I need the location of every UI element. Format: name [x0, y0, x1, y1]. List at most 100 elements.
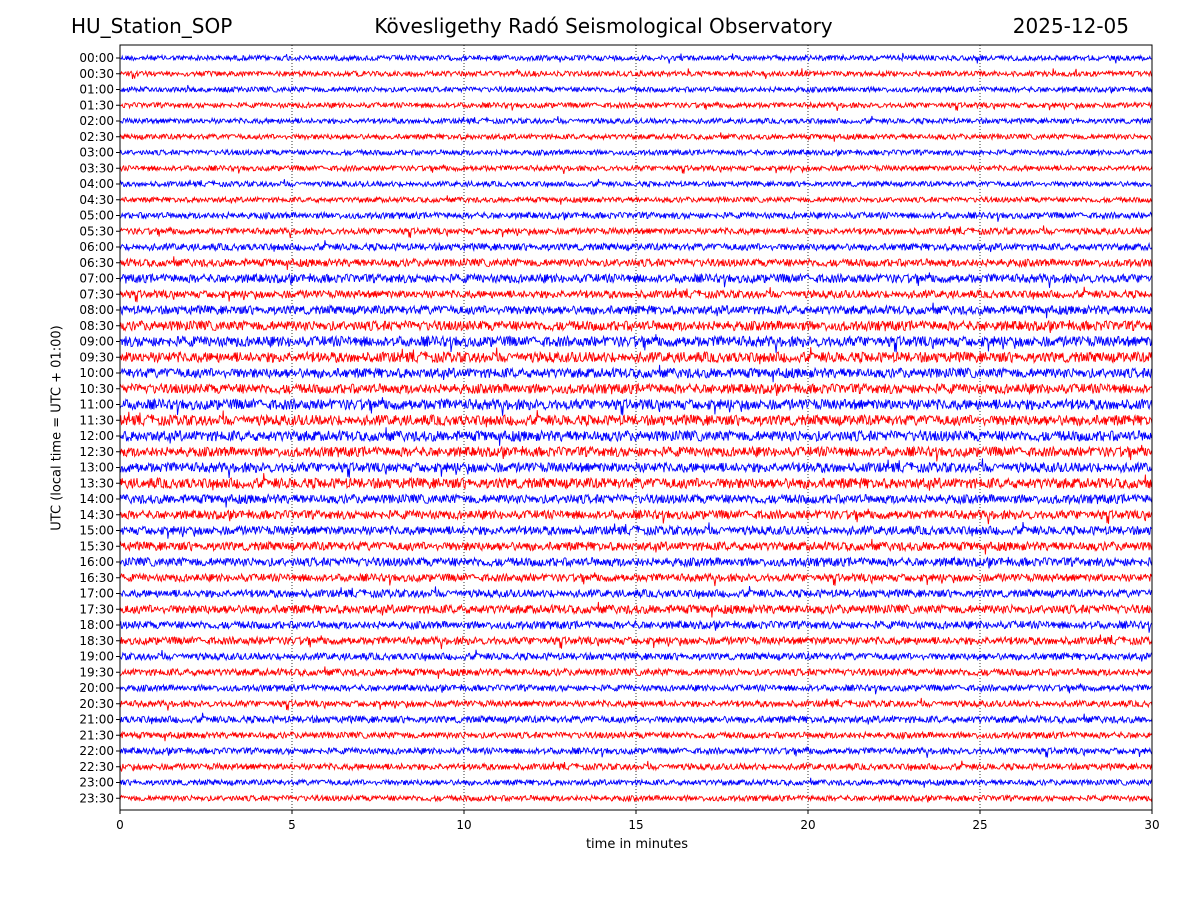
y-tick-label: 02:30: [79, 130, 114, 144]
trace-1030: [119, 382, 1153, 397]
y-tick-label: 18:30: [79, 634, 114, 648]
y-tick-label: 17:30: [79, 602, 114, 616]
trace-0230: [119, 132, 1153, 142]
y-tick-label: 11:00: [79, 398, 114, 412]
y-tick-label: 16:30: [79, 571, 114, 585]
y-tick-label: 07:30: [79, 287, 114, 301]
y-tick-label: 18:00: [79, 618, 114, 632]
y-tick-label: 12:00: [79, 429, 114, 443]
trace-1200: [119, 427, 1153, 446]
y-tick-label: 09:30: [79, 350, 114, 364]
date-label: 2025-12-05: [1012, 14, 1129, 38]
y-tick-label: 19:30: [79, 665, 114, 679]
y-tick-label: 04:00: [79, 177, 114, 191]
x-tick-label: 30: [1144, 818, 1159, 832]
trace-0530: [119, 225, 1153, 239]
trace-1400: [119, 493, 1153, 508]
y-tick-label: 20:00: [79, 681, 114, 695]
y-tick-label: 03:30: [79, 161, 114, 175]
y-tick-label: 21:30: [79, 728, 114, 742]
trace-1330: [119, 473, 1153, 491]
trace-1900: [119, 649, 1153, 662]
trace-1530: [119, 538, 1153, 555]
trace-2200: [119, 746, 1153, 758]
trace-0730: [119, 286, 1153, 303]
y-tick-label: 16:00: [79, 555, 114, 569]
trace-1130: [119, 410, 1153, 428]
trace-1830: [119, 634, 1153, 650]
y-tick-label: 11:30: [79, 413, 114, 427]
y-tick-label: 00:30: [79, 67, 114, 81]
trace-1300: [119, 458, 1153, 479]
trace-0700: [119, 272, 1153, 288]
trace-0030: [119, 68, 1153, 80]
trace-1230: [119, 444, 1153, 462]
y-tick-label: 08:30: [79, 319, 114, 333]
trace-0600: [119, 240, 1153, 253]
trace-2100: [119, 712, 1153, 725]
y-tick-label: 00:00: [79, 51, 114, 65]
trace-1600: [119, 556, 1153, 569]
y-tick-label: 08:00: [79, 303, 114, 317]
trace-0330: [119, 163, 1153, 174]
x-tick-label: 5: [288, 818, 296, 832]
trace-0430: [119, 195, 1153, 205]
x-tick-label: 0: [116, 818, 124, 832]
y-tick-label: 05:30: [79, 224, 114, 238]
x-tick-label: 20: [800, 818, 815, 832]
trace-1700: [119, 586, 1153, 600]
y-tick-label: 15:00: [79, 524, 114, 538]
trace-2330: [119, 793, 1153, 803]
y-tick-label: 10:00: [79, 366, 114, 380]
trace-0000: [119, 52, 1153, 64]
trace-1730: [119, 601, 1153, 618]
trace-1100: [119, 397, 1153, 416]
x-tick-label: 15: [628, 818, 643, 832]
y-tick-label: 19:00: [79, 650, 114, 664]
trace-0800: [119, 302, 1153, 319]
y-tick-label: 03:00: [79, 146, 114, 160]
y-tick-label: 02:00: [79, 114, 114, 128]
x-tick-label: 10: [456, 818, 471, 832]
trace-1630: [119, 572, 1153, 587]
y-tick-label: 01:00: [79, 83, 114, 97]
y-tick-label: 14:00: [79, 492, 114, 506]
y-tick-label: 12:30: [79, 445, 114, 459]
trace-2130: [119, 730, 1153, 742]
trace-1430: [119, 508, 1153, 525]
y-tick-label: 10:30: [79, 382, 114, 396]
y-tick-label: 20:30: [79, 697, 114, 711]
y-tick-label: 04:30: [79, 193, 114, 207]
trace-2030: [119, 697, 1153, 711]
trace-0130: [119, 100, 1153, 111]
y-tick-label: 21:00: [79, 713, 114, 727]
x-axis-label: time in minutes: [585, 837, 689, 852]
trace-0400: [119, 178, 1153, 189]
trace-0500: [119, 210, 1153, 222]
trace-0300: [119, 148, 1153, 157]
trace-0200: [119, 115, 1153, 126]
y-tick-label: 23:00: [79, 776, 114, 790]
y-tick-label: 14:30: [79, 508, 114, 522]
y-tick-label: 22:00: [79, 744, 114, 758]
trace-0630: [119, 256, 1153, 270]
y-tick-label: 07:00: [79, 272, 114, 286]
y-tick-label: 17:00: [79, 587, 114, 601]
trace-0930: [119, 347, 1153, 365]
y-tick-label: 05:00: [79, 209, 114, 223]
y-tick-label: 23:30: [79, 791, 114, 805]
y-tick-label: 01:30: [79, 98, 114, 112]
y-tick-label: 06:30: [79, 256, 114, 270]
trace-1800: [119, 619, 1153, 633]
trace-1000: [119, 364, 1153, 383]
station-label: HU_Station_SOP: [71, 14, 233, 38]
y-tick-label: 22:30: [79, 760, 114, 774]
y-tick-label: 13:00: [79, 461, 114, 475]
trace-1500: [119, 521, 1153, 539]
chart-title: Kövesligethy Radó Seismological Observat…: [374, 14, 833, 38]
trace-1930: [119, 666, 1153, 679]
y-tick-label: 13:30: [79, 476, 114, 490]
trace-2000: [119, 683, 1153, 695]
